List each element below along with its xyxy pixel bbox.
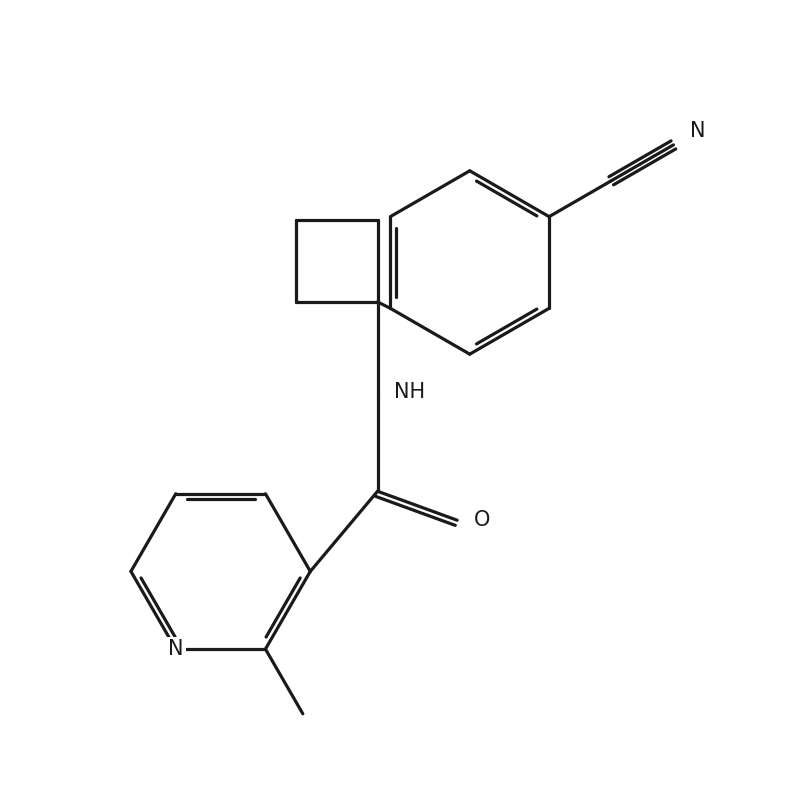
Text: O: O — [474, 510, 490, 530]
Text: NH: NH — [394, 382, 425, 402]
Text: N: N — [168, 639, 184, 659]
Text: N: N — [690, 121, 706, 141]
